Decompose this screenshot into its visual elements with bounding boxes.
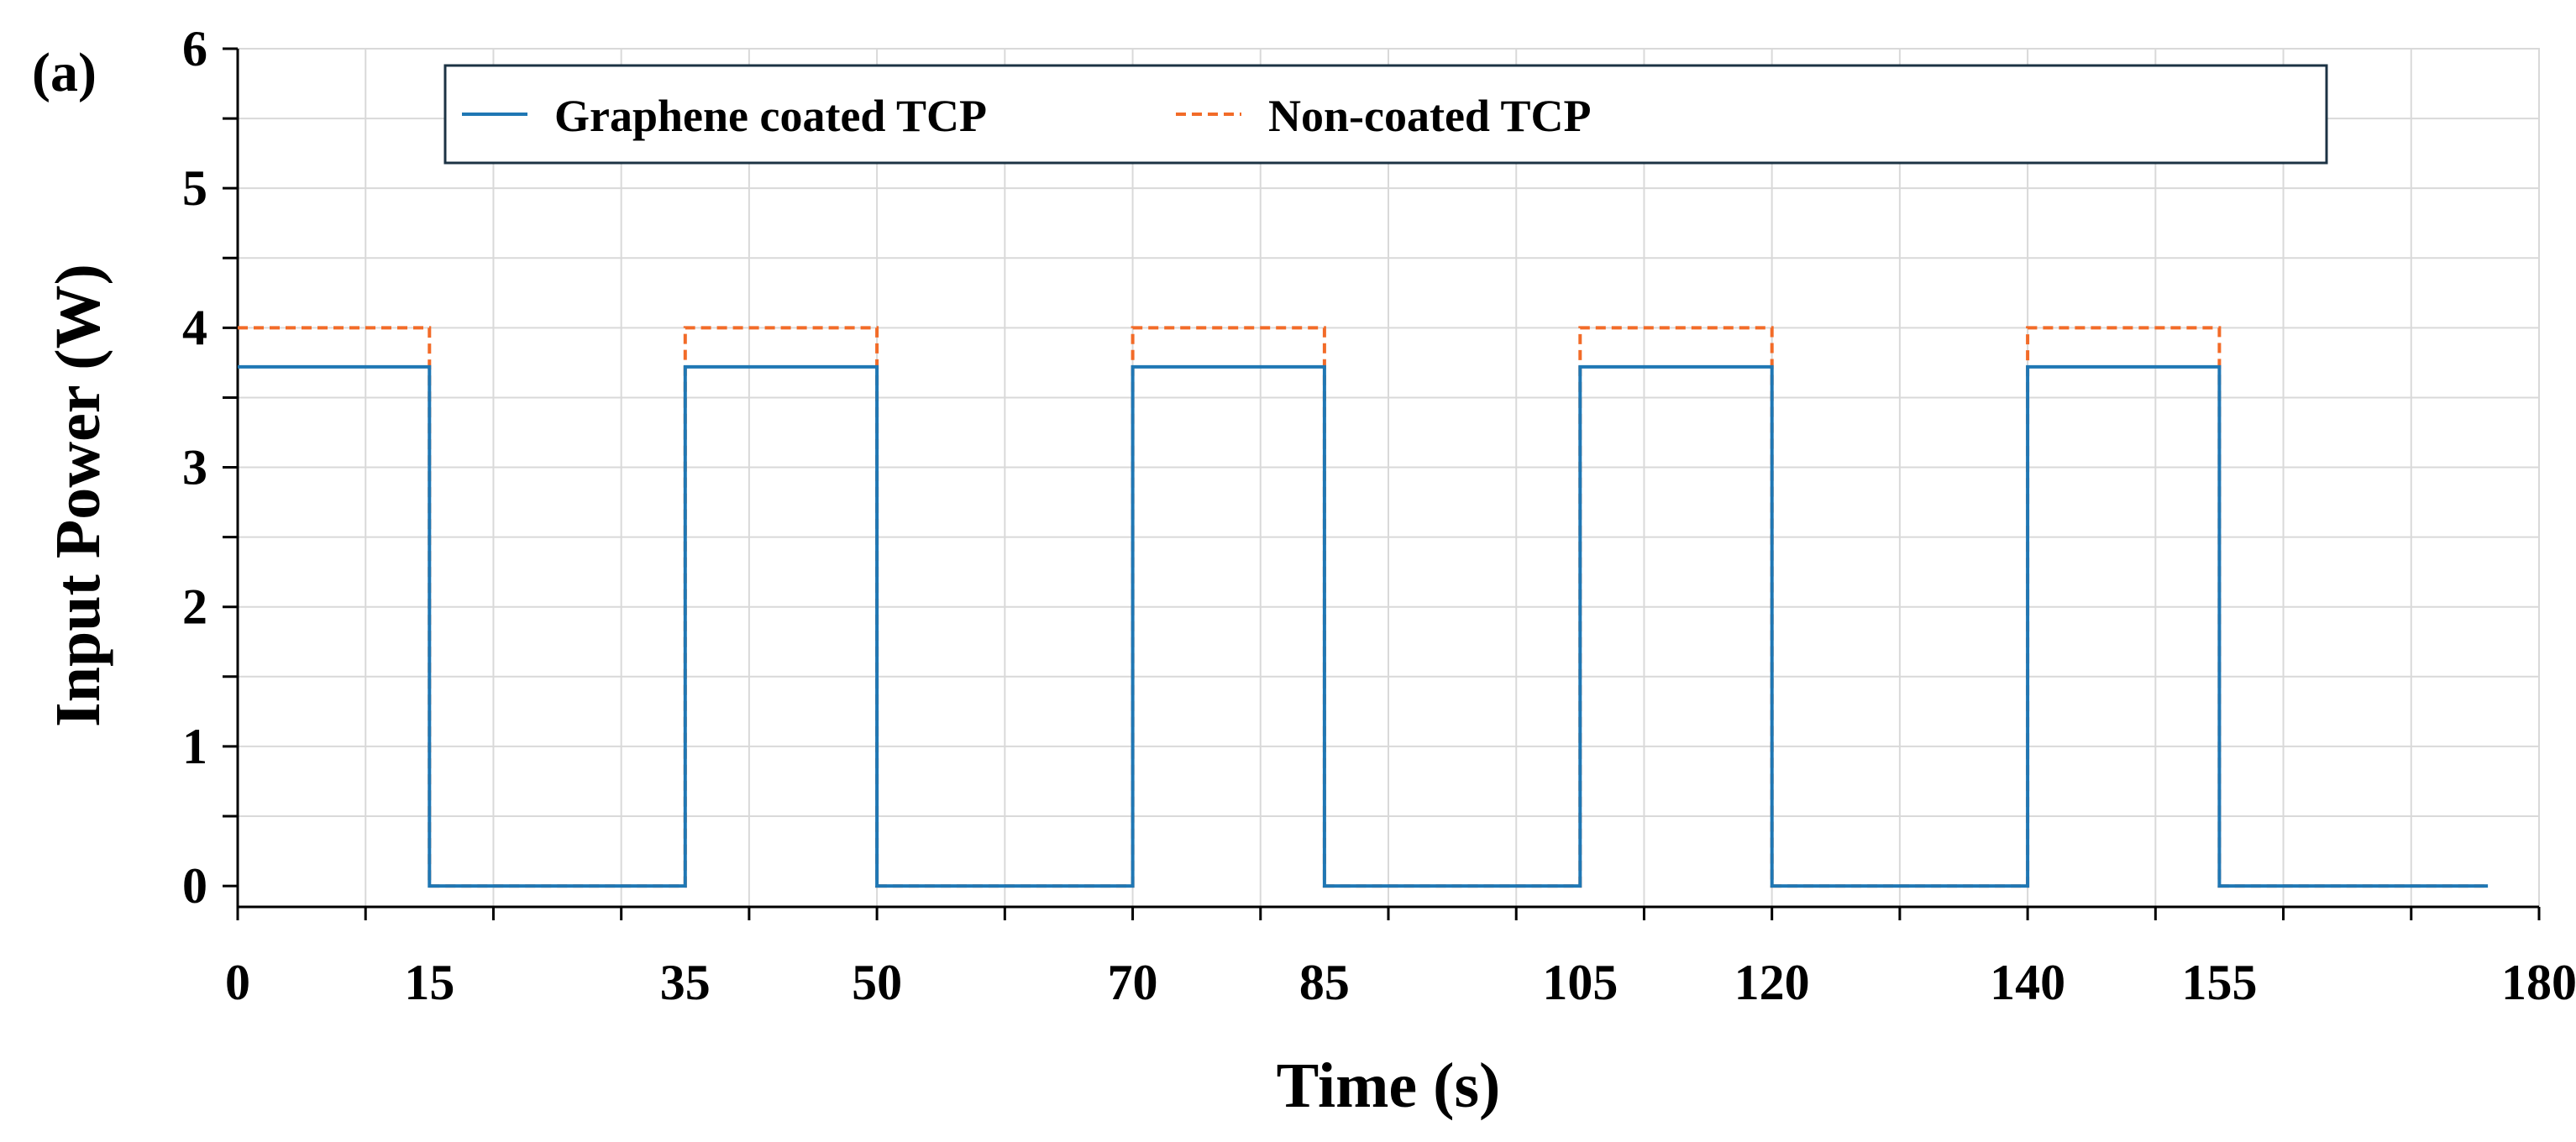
x-tick-label: 0 (225, 955, 250, 1010)
grid-lines (238, 48, 2540, 907)
y-axis-title: Input Power (W) (43, 264, 113, 727)
y-tick-label: 5 (182, 160, 207, 216)
y-tick-label: 3 (182, 440, 207, 495)
x-tick-label: 70 (1108, 955, 1158, 1010)
x-tick-label: 35 (660, 955, 711, 1010)
x-tick-label: 155 (2181, 955, 2257, 1010)
y-ticks: 0 1 2 3 4 5 6 (182, 21, 238, 914)
x-tick-label: 15 (404, 955, 454, 1010)
panel-label: (a) (32, 42, 97, 103)
y-tick-label: 1 (182, 719, 207, 774)
series-graphene-coated (238, 364, 2489, 888)
x-tick-label: 105 (1542, 955, 1618, 1010)
x-tick-label: 120 (1734, 955, 1810, 1010)
x-axis-title: Time (s) (1277, 1050, 1501, 1121)
y-tick-label: 2 (182, 579, 207, 635)
y-tick-label: 4 (182, 300, 207, 355)
x-ticks: 0 15 35 50 70 85 105 120 140 155 180 (225, 907, 2576, 1010)
legend-label-graphene: Graphene coated TCP (554, 91, 987, 141)
legend-label-noncoated: Non-coated TCP (1268, 91, 1592, 141)
x-tick-label: 140 (1990, 955, 2065, 1010)
data-series (238, 326, 2489, 888)
legend: Graphene coated TCP Non-coated TCP (443, 64, 2328, 165)
x-tick-label: 85 (1299, 955, 1350, 1010)
legend-box (443, 64, 2328, 165)
x-tick-label: 50 (852, 955, 902, 1010)
y-tick-label: 6 (182, 21, 207, 76)
x-tick-label: 180 (2501, 955, 2576, 1010)
y-tick-label: 0 (182, 858, 207, 914)
